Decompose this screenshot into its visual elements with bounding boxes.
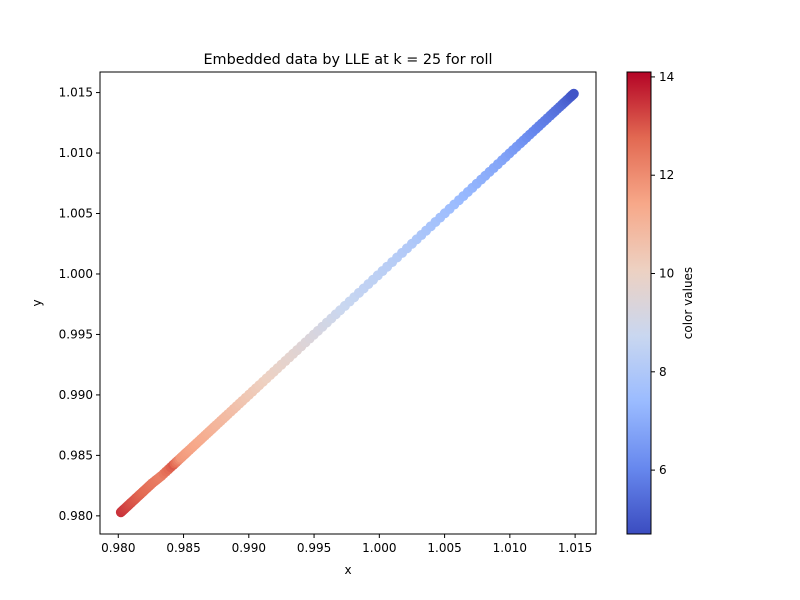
y-tick-label: 1.000 <box>59 267 93 281</box>
scatter-point <box>568 88 579 99</box>
plot-frame <box>99 71 597 535</box>
colorbar-tick-label: 10 <box>659 267 674 281</box>
scatter-points <box>115 88 579 518</box>
x-tick-label: 1.015 <box>558 541 592 555</box>
y-axis: 0.980 0.985 0.990 0.995 1.000 1.005 1.010 1.015 <box>59 86 100 523</box>
y-axis-label: y <box>30 299 44 306</box>
y-tick-label: 0.995 <box>59 327 93 341</box>
y-tick-label: 1.005 <box>59 207 93 221</box>
colorbar <box>626 71 652 535</box>
colorbar-tick-label: 6 <box>659 463 667 477</box>
x-tick-label: 1.005 <box>427 541 461 555</box>
x-tick-label: 0.985 <box>166 541 200 555</box>
colorbar-tick-label: 8 <box>659 365 667 379</box>
x-axis-label: x <box>344 563 351 577</box>
y-tick-label: 0.985 <box>59 448 93 462</box>
x-tick-label: 1.000 <box>362 541 396 555</box>
colorbar-tick-label: 14 <box>659 70 674 84</box>
y-tick-label: 0.990 <box>59 388 93 402</box>
y-tick-label: 0.980 <box>59 509 93 523</box>
colorbar-label: color values <box>681 267 695 339</box>
x-tick-label: 0.990 <box>232 541 266 555</box>
x-tick-label: 1.010 <box>493 541 527 555</box>
y-tick-label: 1.010 <box>59 146 93 160</box>
x-axis: 0.980 0.985 0.990 0.995 1.000 1.005 1.010 1.015 <box>101 534 592 555</box>
chart-title: Embedded data by LLE at k = 25 for roll <box>203 52 492 68</box>
colorbar-tick-label: 12 <box>659 168 674 182</box>
colorbar-axis: 6 8 10 12 14 <box>651 70 674 477</box>
x-tick-label: 0.980 <box>101 541 135 555</box>
x-tick-label: 0.995 <box>297 541 331 555</box>
y-tick-label: 1.015 <box>59 86 93 100</box>
